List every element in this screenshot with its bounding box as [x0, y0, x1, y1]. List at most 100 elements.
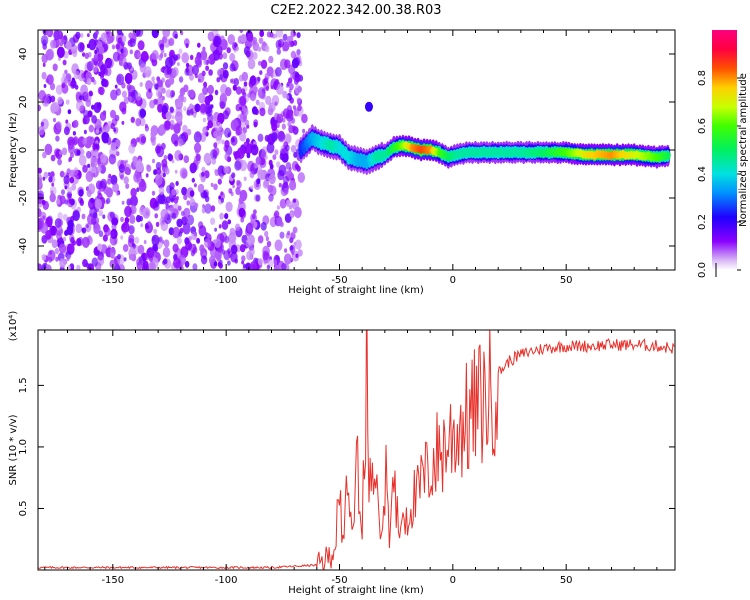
noise-speck — [128, 225, 135, 235]
noise-speck — [97, 166, 102, 173]
noise-speck — [113, 264, 121, 270]
noise-speck — [180, 210, 185, 217]
noise-speck — [290, 145, 297, 153]
noise-speck — [172, 243, 179, 253]
noise-speck — [81, 213, 86, 220]
noise-speck — [38, 219, 43, 231]
noise-speck — [78, 189, 84, 197]
noise-speck — [252, 52, 258, 60]
noise-speck — [258, 90, 264, 99]
noise-speck — [124, 217, 130, 224]
noise-speck — [168, 38, 174, 47]
noise-speck — [289, 245, 294, 251]
noise-speck — [195, 153, 201, 162]
noise-speck — [290, 50, 297, 59]
noise-speck — [151, 190, 156, 196]
noise-speck — [98, 46, 105, 55]
noise-speck — [259, 107, 266, 117]
y-tick-label: 1.5 — [18, 377, 29, 393]
noise-speck — [91, 115, 97, 124]
noise-speck — [38, 90, 46, 101]
noise-speck — [182, 96, 187, 103]
noise-speck — [118, 91, 121, 96]
noise-speck — [202, 46, 206, 52]
noise-speck — [40, 121, 45, 127]
noise-speck — [151, 234, 160, 247]
noise-speck — [94, 222, 100, 230]
noise-speck — [128, 143, 136, 154]
noise-speck — [160, 208, 169, 220]
noise-speck — [189, 103, 194, 109]
noise-speck — [110, 174, 118, 185]
noise-speck — [67, 265, 71, 270]
noise-speck — [130, 116, 135, 123]
noise-speck — [206, 233, 210, 239]
noise-speck — [192, 246, 198, 254]
noise-speck — [110, 109, 116, 119]
noise-speck — [238, 197, 244, 205]
y-tick-label: 20 — [18, 96, 29, 109]
noise-speck — [39, 211, 47, 222]
noise-speck — [275, 30, 283, 38]
noise-speck — [89, 206, 97, 218]
noise-speck — [214, 89, 219, 96]
noise-speck — [163, 52, 167, 58]
noise-speck — [62, 59, 67, 66]
noise-speck — [52, 101, 60, 113]
noise-speck — [62, 72, 66, 79]
noise-speck — [76, 99, 84, 112]
noise-speck — [259, 70, 263, 75]
colorbar: 0.0 0.2 0.4 0.6 0.8 Normalized spectral ampl… — [697, 30, 749, 278]
noise-speck — [51, 239, 58, 249]
noise-speck — [139, 82, 143, 87]
noise-speck — [128, 200, 132, 206]
noise-speck — [178, 48, 183, 55]
noise-speck — [227, 260, 231, 266]
noise-speck — [253, 121, 258, 128]
noise-speck — [243, 108, 249, 116]
noise-speck — [177, 62, 180, 67]
noise-speck — [244, 119, 249, 126]
noise-speck — [182, 222, 191, 235]
noise-speck — [98, 71, 102, 77]
noise-speck — [61, 82, 66, 89]
noise-speck — [95, 128, 100, 134]
noise-speck — [247, 92, 251, 98]
noise-speck — [57, 212, 63, 220]
noise-speck — [72, 131, 76, 136]
noise-speck — [292, 125, 296, 131]
noise-speck — [274, 149, 279, 156]
noise-speck — [196, 132, 201, 138]
noise-speck — [129, 37, 136, 47]
noise-speck — [68, 157, 72, 163]
noise-speck — [186, 128, 192, 136]
noise-speck — [204, 203, 212, 214]
noise-speck — [143, 240, 147, 244]
noise-speck — [162, 247, 171, 258]
noise-speck — [197, 42, 201, 48]
y-tick-label: 1.0 — [18, 439, 29, 455]
noise-speck — [210, 205, 216, 212]
noise-speck — [54, 247, 60, 255]
noise-speck — [80, 33, 84, 38]
noise-speck — [114, 84, 118, 89]
noise-speck — [119, 101, 127, 113]
noise-speck — [281, 147, 289, 159]
noise-speck — [42, 151, 47, 159]
noise-speck — [274, 239, 283, 252]
noise-speck — [142, 207, 151, 219]
noise-speck — [189, 162, 197, 174]
noise-speck — [207, 120, 213, 129]
noise-speck — [266, 264, 271, 270]
noise-speck — [62, 213, 68, 221]
noise-speck — [238, 74, 244, 82]
noise-speck — [251, 106, 258, 115]
noise-speck — [137, 244, 145, 255]
noise-speck — [219, 212, 224, 220]
noise-speck — [187, 210, 191, 216]
noise-speck — [118, 60, 123, 66]
noise-speck — [221, 220, 229, 230]
noise-speck — [262, 179, 269, 189]
noise-speck — [67, 79, 73, 87]
noise-speck — [57, 158, 62, 166]
